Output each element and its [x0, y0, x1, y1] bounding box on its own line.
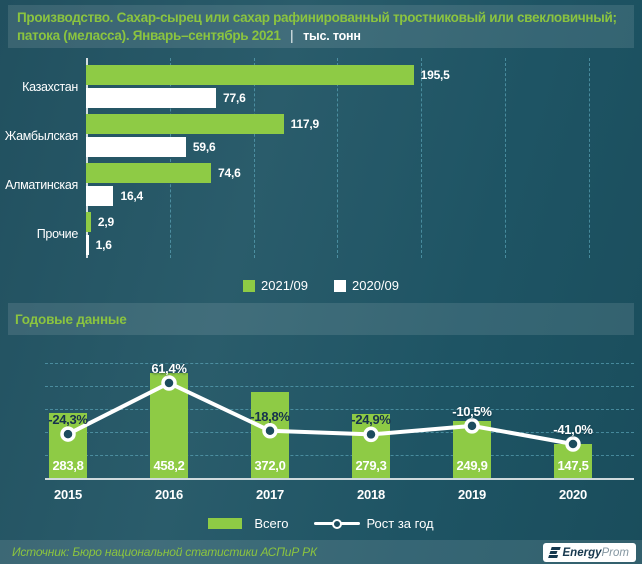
gridline: [169, 58, 171, 258]
growth-value-label: -24,9%: [351, 412, 391, 428]
row-bars: 117,9 59,6: [86, 114, 634, 158]
chart1-axis-line: [86, 58, 88, 258]
title-banner: Производство. Сахар-сырец или сахар рафи…: [8, 5, 634, 48]
year-label: 2018: [356, 487, 386, 502]
bar-line: 59,6: [86, 137, 634, 157]
row-bars: 74,6 16,4: [86, 163, 634, 207]
bar-line: 1,6: [86, 235, 634, 255]
chart1-rows: Казахстан 195,5 77,6 Жамбылская 117,9 59,6 Алм…: [4, 60, 634, 256]
gridline: [45, 409, 634, 410]
regional-production-bar-chart: Казахстан 195,5 77,6 Жамбылская 117,9 59,6 Алм…: [4, 56, 634, 302]
annual-combo-chart: 283,8 2015 458,2 2016 372,0 2017 279,3 2018 249,…: [0, 340, 642, 518]
growth-value-label: -41,0%: [553, 422, 593, 438]
bar-2021/09-Жамбылская: [86, 114, 284, 134]
bar-value-label: 2,9: [97, 215, 114, 229]
bar-value-label: 249,9: [456, 458, 488, 473]
legend-label-total: Всего: [254, 516, 289, 531]
chart2-legend: Всего Рост за год: [0, 516, 642, 531]
bar-2020/09-Казахстан: [86, 88, 217, 108]
legend-swatch-2020-icon: [334, 279, 346, 292]
bar-line: 74,6: [86, 163, 634, 183]
legend-label-2021: 2021/09: [261, 278, 308, 293]
gridline: [337, 58, 339, 258]
bar-value-label: 283,8: [52, 458, 84, 473]
bar-2020/09-Прочие: [86, 235, 89, 255]
gridline: [588, 58, 590, 258]
gridline: [45, 363, 634, 364]
growth-value-label: -10,5%: [452, 403, 492, 419]
category-label: Алматинская: [5, 177, 78, 192]
growth-value-label: 61,4%: [151, 361, 187, 376]
bar-value-label: 195,5: [420, 68, 450, 82]
legend-swatch-2021-icon: [243, 279, 255, 292]
growth-value-label: -18,8%: [250, 408, 290, 424]
chart1-row: Алматинская 74,6 16,4: [5, 158, 634, 207]
bar-value-label: 74,6: [218, 166, 241, 180]
row-bars: 195,5 77,6: [86, 65, 634, 109]
bar-value-label: 372,0: [254, 458, 286, 473]
bar-value-label: 279,3: [355, 458, 387, 473]
bar-2021/09-Прочие: [86, 212, 91, 232]
energyprom-e-icon: [547, 546, 561, 558]
bar-value-label: 1,6: [95, 238, 112, 252]
bar-value-label: 16,4: [120, 189, 144, 203]
footer-bar: Источник: Бюро национальной статистики А…: [0, 540, 642, 564]
energyprom-logo: EnergyProm: [542, 542, 636, 562]
annual-section-header: Годовые данные: [8, 303, 634, 335]
bar-2020/09-Алматинская: [86, 186, 114, 206]
year-label: 2020: [558, 487, 588, 502]
chart1-row: Жамбылская 117,9 59,6: [4, 109, 634, 158]
gridline: [45, 455, 634, 456]
title-line2: патока (меласса). Январь–сентябрь 2021: [17, 28, 281, 43]
legend-bar-swatch-icon: [208, 518, 243, 529]
bar-value-label: 77,6: [223, 91, 246, 105]
bar-2021/09-Казахстан: [86, 65, 414, 85]
year-label: 2015: [53, 487, 83, 502]
bar-value-label: 458,2: [153, 458, 185, 473]
year-label: 2017: [255, 487, 285, 502]
chart1-row: Казахстан 195,5 77,6: [8, 60, 634, 109]
title-unit: тыс. тонн: [303, 29, 361, 43]
bar-line: 117,9: [86, 114, 634, 134]
legend-item-2021: 2021/09: [243, 278, 308, 293]
title-separator: |: [290, 27, 294, 43]
gridline: [253, 58, 255, 258]
category-label: Жамбылская: [4, 128, 79, 143]
legend-item-2020: 2020/09: [334, 278, 399, 293]
bar-2020/09-Жамбылская: [86, 137, 186, 157]
logo-text-light: Prom: [601, 547, 629, 559]
category-label: Казахстан: [22, 79, 78, 94]
annual-section-title: Годовые данные: [15, 311, 127, 327]
year-label: 2016: [154, 487, 184, 502]
bar-line: 195,5: [86, 65, 634, 85]
legend-line-marker-icon: [314, 517, 361, 531]
chart1-legend: 2021/09 2020/09: [8, 278, 634, 293]
bar-2021/09-Алматинская: [86, 163, 212, 183]
title-line1: Производство. Сахар-сырец или сахар рафи…: [17, 10, 617, 25]
legend-label-2020: 2020/09: [352, 278, 399, 293]
row-bars: 2,9 1,6: [86, 212, 634, 256]
bar-line: 77,6: [86, 88, 634, 108]
bar-value-label: 59,6: [192, 140, 216, 154]
bar-value-label: 117,9: [290, 117, 320, 131]
gridline: [421, 58, 423, 258]
chart1-row: Прочие 2,9 1,6: [8, 207, 634, 256]
legend-label-growth: Рост за год: [366, 516, 434, 531]
gridline: [504, 58, 506, 258]
bar-value-label: 147,5: [557, 458, 589, 473]
chart2-axis-line: [45, 478, 634, 480]
growth-value-label: -24,3%: [48, 412, 88, 428]
source-note: Источник: Бюро национальной статистики А…: [12, 545, 317, 559]
year-label: 2019: [457, 487, 487, 502]
category-label: Прочие: [36, 226, 79, 241]
gridline: [45, 386, 634, 387]
bar-line: 16,4: [86, 186, 634, 206]
logo-text-bold: Energy: [562, 547, 602, 559]
bar-line: 2,9: [86, 212, 634, 232]
